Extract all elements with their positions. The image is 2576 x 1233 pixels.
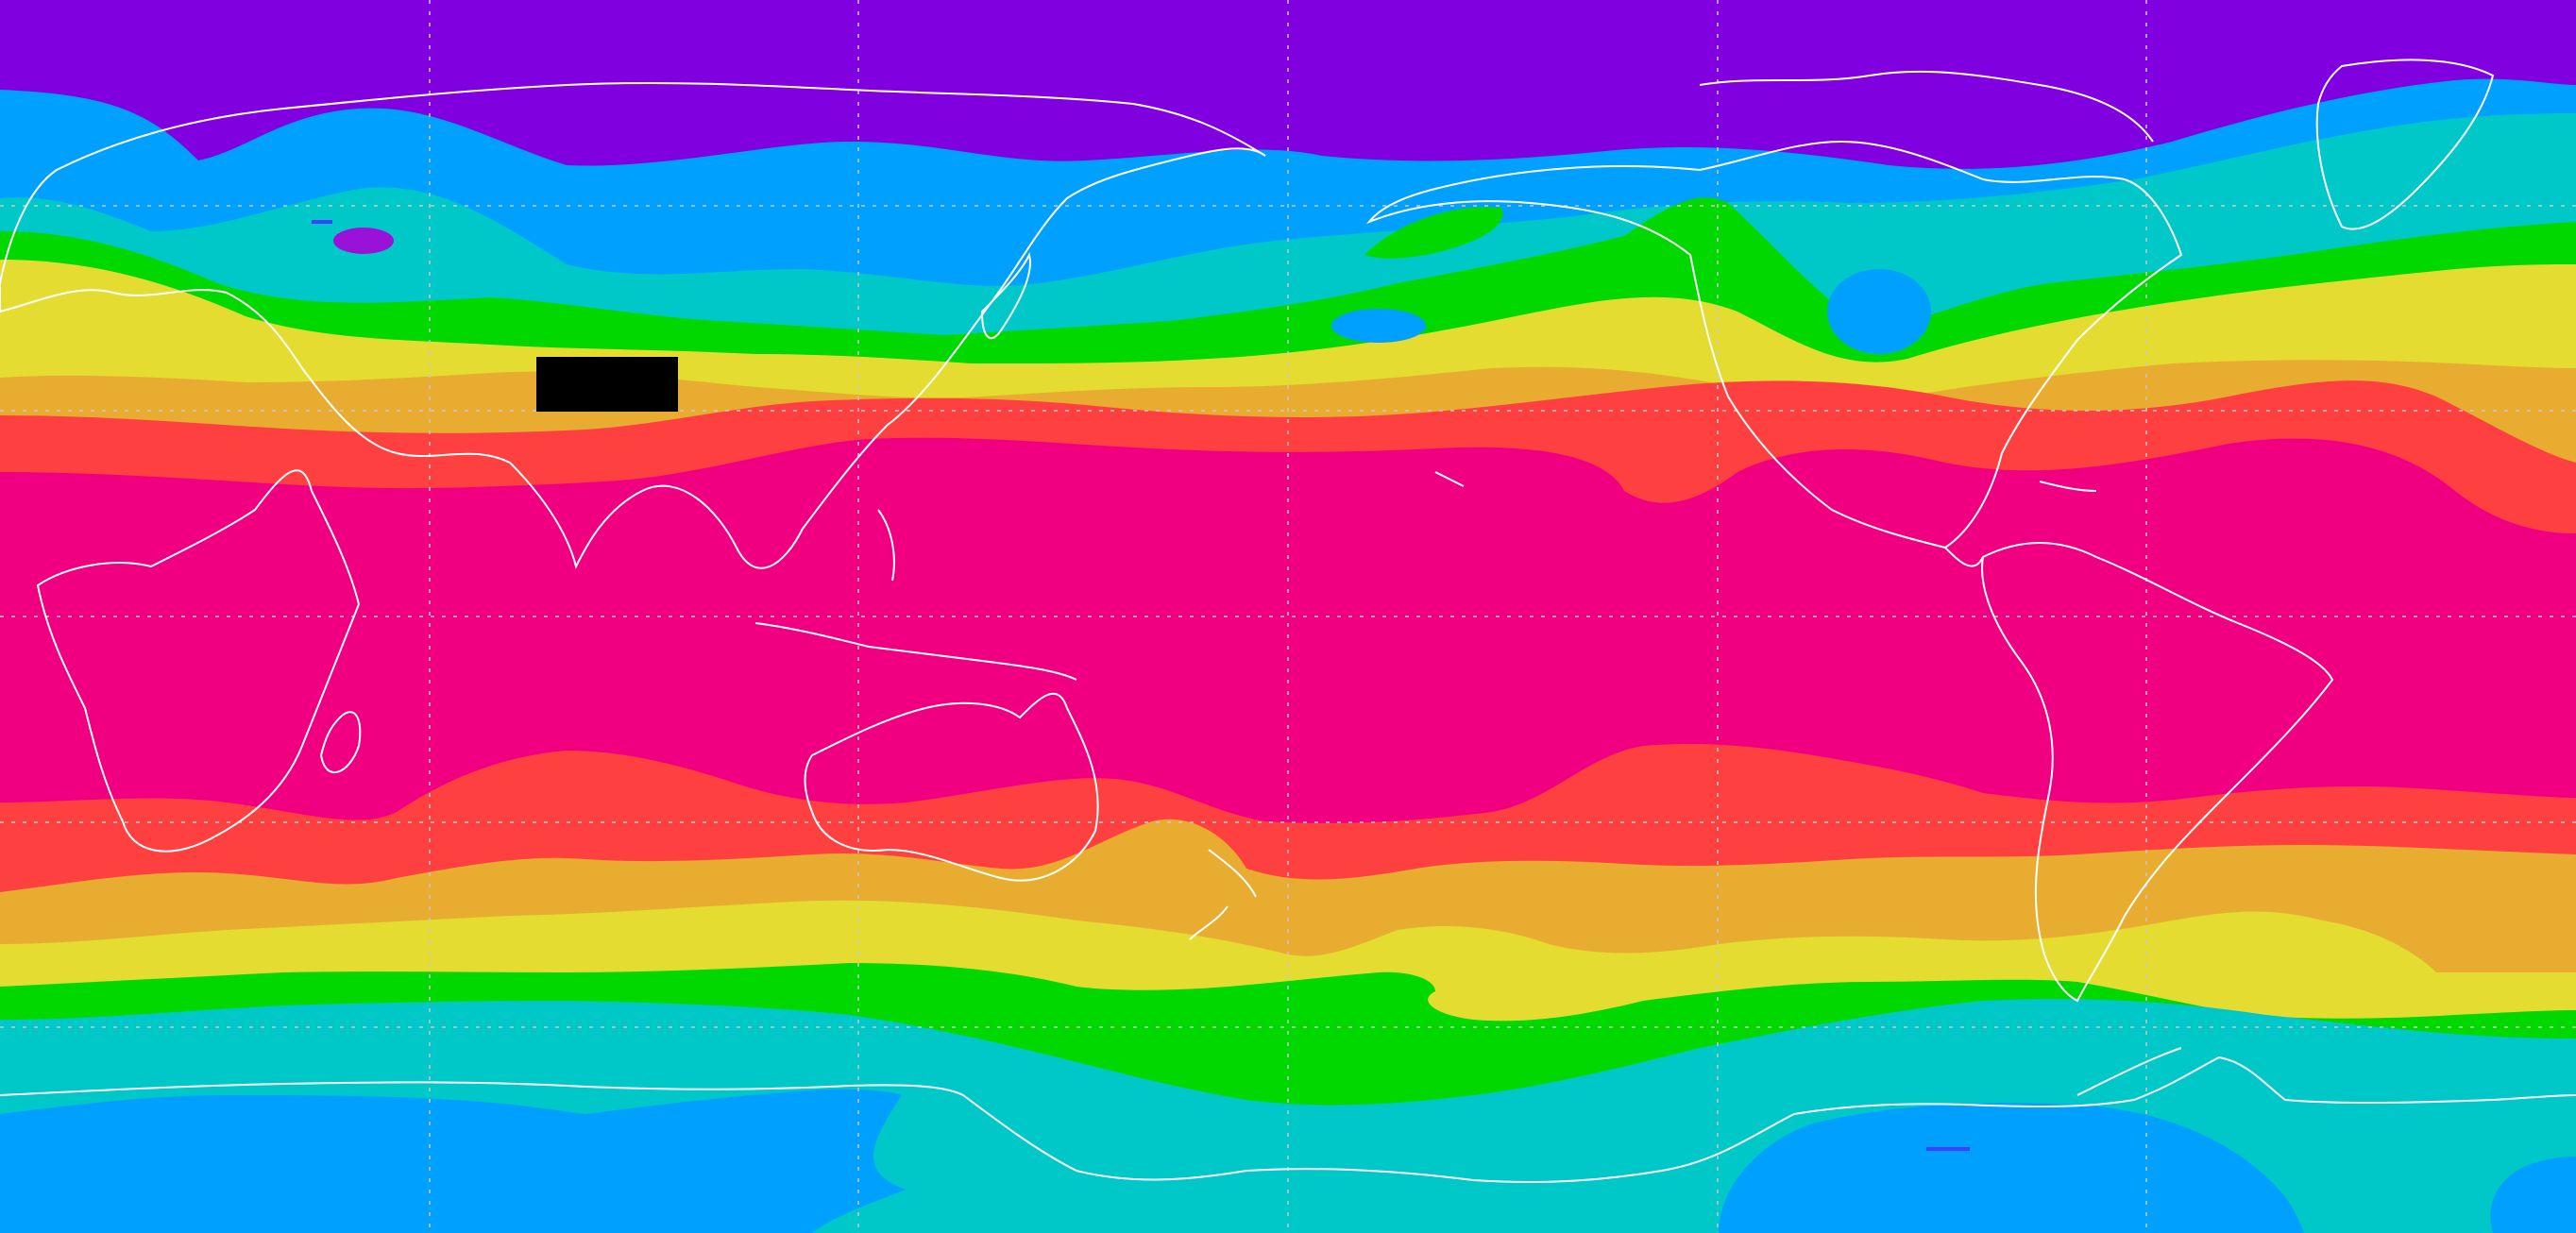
band-blue-south-west bbox=[0, 1089, 907, 1233]
coast-japan bbox=[980, 252, 1031, 340]
blue-dash-mark-2 bbox=[312, 220, 332, 224]
band-green-spot-alaska bbox=[1364, 207, 1503, 259]
coast-canadian-arctic bbox=[1699, 70, 2154, 143]
redacted-box bbox=[536, 357, 678, 412]
coast-south-america bbox=[1981, 542, 2334, 1003]
coast-madagascar bbox=[319, 711, 362, 774]
coast-africa bbox=[36, 469, 361, 853]
blue-dash-mark bbox=[1926, 1147, 1970, 1151]
coast-new-zealand bbox=[1189, 849, 1257, 940]
band-blue-south-east bbox=[1719, 1103, 2304, 1233]
band-blue-spot-pacific bbox=[1331, 309, 1426, 343]
coast-hawaii bbox=[1434, 471, 1465, 487]
coast-antarctic-peninsula bbox=[2076, 1047, 2182, 1096]
band-blue-spot-canada bbox=[1827, 269, 1931, 354]
band-blue-south-far-east bbox=[2490, 1157, 2576, 1233]
coastlines bbox=[0, 59, 2576, 1183]
coast-antarctica bbox=[0, 1056, 2576, 1183]
coast-caribbean bbox=[2039, 481, 2097, 492]
coast-central-america bbox=[1944, 547, 1984, 567]
coast-australia bbox=[804, 692, 1099, 882]
coast-eurasia bbox=[0, 81, 1266, 569]
coast-greenland bbox=[2315, 59, 2495, 230]
coast-philippines bbox=[877, 509, 895, 582]
band-violet-spot-europe bbox=[333, 228, 394, 254]
coast-north-america bbox=[1365, 140, 2183, 549]
coast-indonesia bbox=[754, 622, 1077, 681]
